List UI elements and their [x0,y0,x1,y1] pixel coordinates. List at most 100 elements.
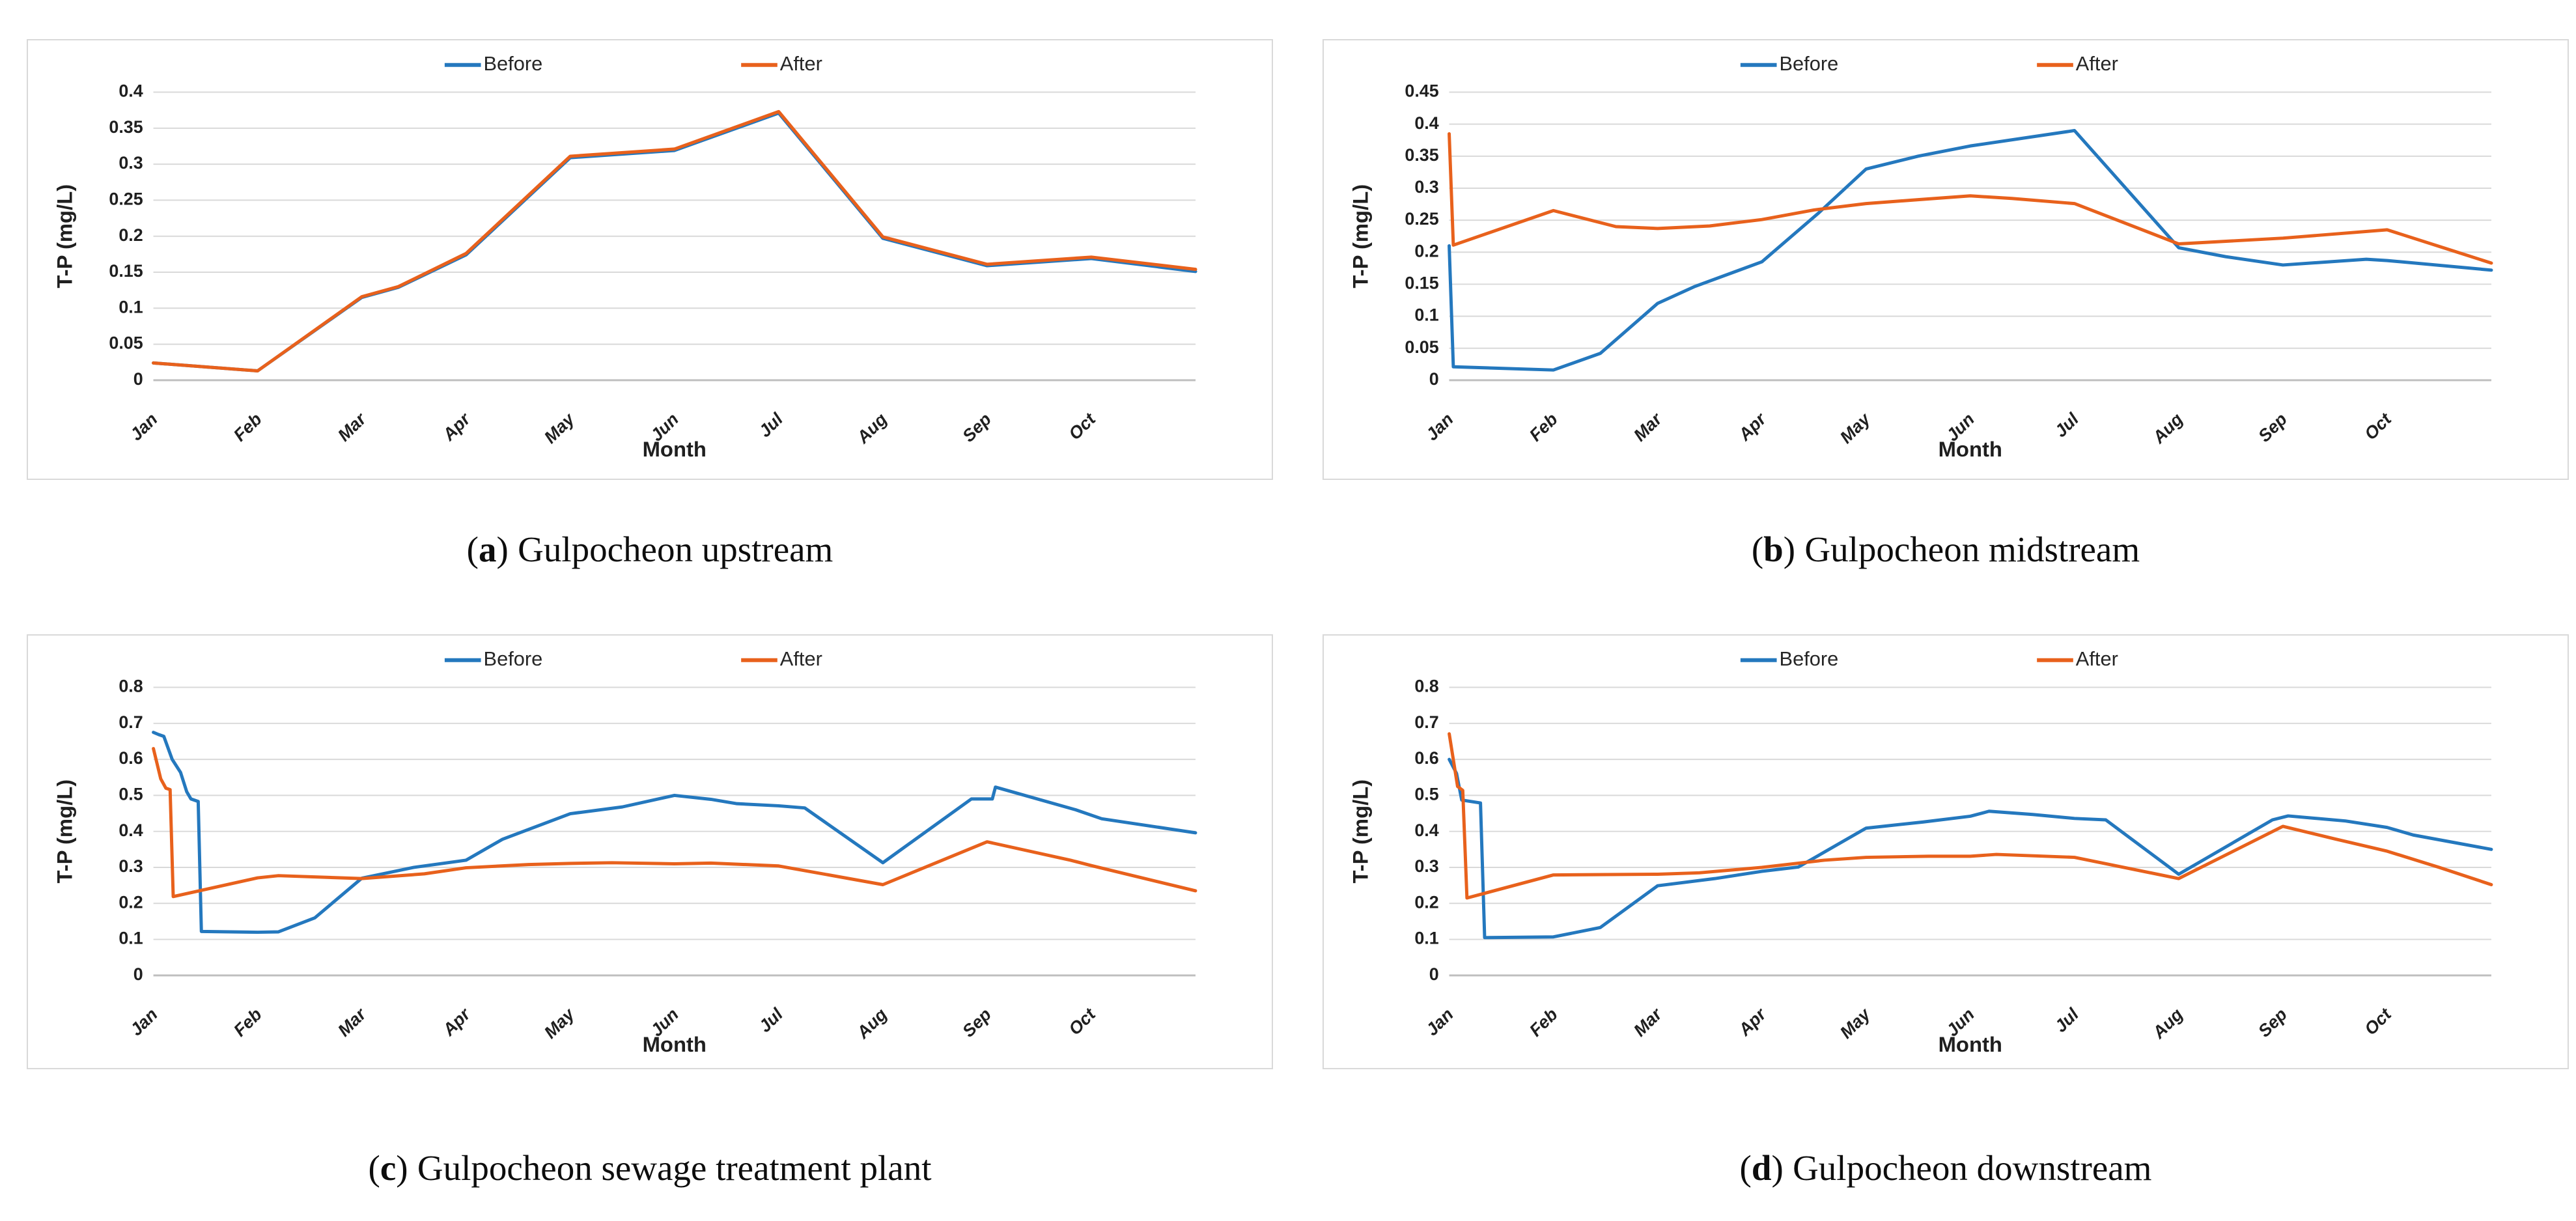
x-tick-label: Mar [334,408,371,445]
x-tick-label: Feb [230,410,266,445]
x-tick-label: Feb [1526,410,1561,445]
x-tick-label: Oct [1065,1004,1100,1039]
y-tick-label: 0.7 [119,712,143,732]
chart-svg-midstream: 0 0.05 0.1 0.15 0.2 0.25 0.3 0.35 0.4 0.45 Jan Feb M… [1348,52,2493,461]
y-tick-label: 0 [133,369,143,389]
series-line-before [1448,757,2493,940]
y-tick-label: 0.3 [119,856,143,876]
x-tick-label: Apr [438,1003,475,1040]
y-tick-label: 0 [133,964,143,984]
caption-letter: a [479,529,497,569]
y-tick-label: 0.1 [1414,305,1438,325]
x-tick-label: May [1836,408,1875,447]
x-tick-label: Sep [2254,410,2291,446]
caption-title: Gulpocheon midstream [1804,529,2140,569]
legend-label-before: Before [1780,52,1839,75]
x-axis-title: Month [1939,1032,2002,1056]
x-tick-label: Jul [2051,1004,2082,1036]
x-tick-label: Feb [1526,1005,1561,1041]
y-tick-label: 0.5 [119,784,143,804]
series-line-after [152,747,1197,899]
y-tick-label: 0.25 [1405,209,1438,229]
x-tick-label: Apr [1734,408,1771,445]
y-tick-label: 0.35 [1405,145,1438,165]
series-line-after [152,109,1197,372]
y-tick-label: 0 [1429,964,1439,984]
x-tick-label: Aug [2148,1005,2187,1043]
x-tick-label: Jul [755,1004,787,1036]
caption-paren-close: ) [1771,1148,1784,1188]
y-tick-label: 0.7 [1414,712,1438,732]
y-axis-title: T-P (mg/L) [1348,779,1372,884]
series-line-after [1448,732,2493,900]
y-tick-label: 0.05 [109,333,143,353]
x-tick-label: Mar [1630,408,1666,445]
x-tick-label: May [540,408,580,447]
legend-label-after: After [780,52,822,75]
y-tick-label: 0.8 [119,677,143,696]
caption-letter: d [1751,1148,1772,1188]
caption-midstream: (b) Gulpocheon midstream [1323,529,2569,570]
chart-svg-downstream: 0 0.1 0.2 0.3 0.4 0.5 0.6 0.7 0.8 Jan Feb Mar Apr May… [1348,647,2493,1056]
x-tick-label: Sep [959,1005,995,1041]
x-tick-label: Apr [438,408,475,445]
caption-letter: b [1763,529,1784,569]
y-tick-label: 0.4 [119,821,143,840]
caption-downstream: (d) Gulpocheon downstream [1323,1147,2569,1188]
x-axis-title: Month [1939,437,2002,461]
x-tick-label: Oct [1065,409,1100,444]
x-axis-title: Month [643,1032,707,1056]
x-tick-label: Jul [2051,409,2082,441]
x-tick-label: May [1836,1003,1875,1043]
y-axis-title: T-P (mg/L) [1348,184,1372,288]
caption-paren-open: ( [466,529,479,569]
x-tick-label: Oct [2360,409,2396,444]
y-tick-label: 0 [1429,369,1439,389]
y-tick-label: 0.4 [1414,113,1438,133]
caption-upstream: (a) Gulpocheon upstream [27,529,1273,570]
y-tick-label: 0.3 [1414,856,1438,876]
y-tick-label: 0.8 [1414,677,1438,696]
legend-label-after: After [2076,52,2118,75]
legend-label-before: Before [484,647,543,670]
y-tick-label: 0.3 [1414,177,1438,197]
x-tick-label: Aug [2148,410,2187,448]
caption-title: Gulpocheon downstream [1793,1148,2152,1188]
chart-svg-sewage-plant: 0 0.1 0.2 0.3 0.4 0.5 0.6 0.7 0.8 Jan Feb Mar Apr May… [52,647,1197,1056]
x-tick-label: Sep [959,410,995,446]
x-tick-label: Jul [755,409,787,441]
caption-paren-close: ) [396,1148,408,1188]
y-tick-label: 0.15 [1405,274,1438,293]
series-line-before [1448,128,2493,372]
y-tick-label: 0.15 [109,261,143,281]
caption-paren-open: ( [1751,529,1764,569]
y-tick-label: 0.2 [1414,892,1438,912]
caption-title: Gulpocheon upstream [518,529,833,569]
caption-paren-open: ( [1739,1148,1752,1188]
x-axis-title: Month [643,437,707,461]
y-tick-label: 0.45 [1405,81,1438,101]
x-tick-label: Aug [852,1005,891,1043]
x-tick-label: Jan [1422,1005,1457,1040]
caption-paren-open: ( [368,1148,380,1188]
legend-label-before: Before [1780,647,1839,670]
caption-paren-close: ) [1783,529,1796,569]
y-tick-label: 0.4 [119,81,143,101]
x-tick-label: Sep [2254,1005,2291,1041]
legend-label-before: Before [484,52,543,75]
caption-sewage-plant: (c) Gulpocheon sewage treatment plant [27,1147,1273,1188]
y-tick-label: 0.4 [1414,821,1438,840]
caption-title: Gulpocheon sewage treatment plant [417,1148,932,1188]
series-line-after [1448,132,2493,265]
y-tick-label: 0.1 [119,929,143,948]
x-tick-label: Jan [1422,410,1457,445]
chart-svg-upstream: 0 0.05 0.1 0.15 0.2 0.25 0.3 0.35 0.4 Jan Feb Mar Ap… [52,52,1197,461]
y-tick-label: 0.1 [119,297,143,316]
chart-panel-downstream: 0 0.1 0.2 0.3 0.4 0.5 0.6 0.7 0.8 Jan Feb Mar Apr May… [1323,634,2569,1069]
x-tick-label: Jan [126,1005,161,1040]
x-tick-label: Mar [1630,1003,1666,1040]
chart-panel-upstream: 0 0.05 0.1 0.15 0.2 0.25 0.3 0.35 0.4 Jan Feb Mar Ap… [27,39,1273,480]
x-tick-label: Oct [2360,1004,2396,1039]
x-tick-label: Aug [852,410,891,448]
x-tick-label: Mar [334,1003,371,1040]
